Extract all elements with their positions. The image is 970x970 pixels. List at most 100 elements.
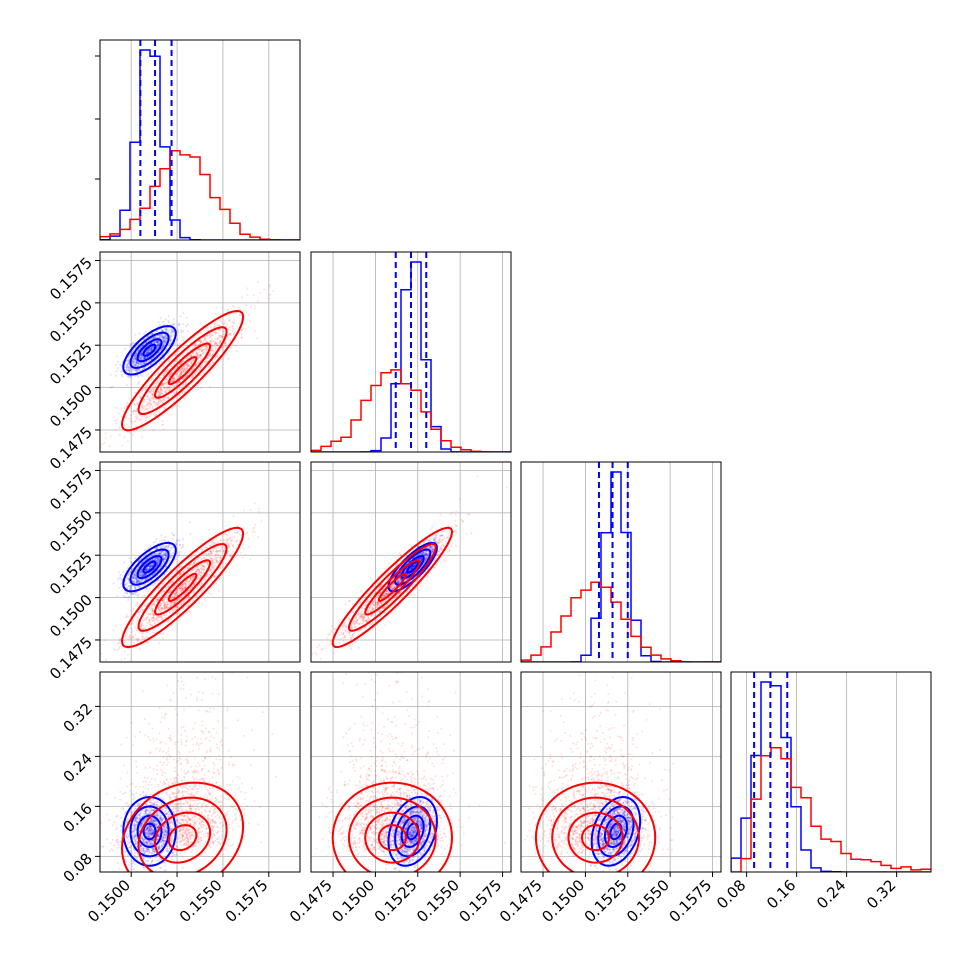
red-sample-point xyxy=(222,330,225,333)
red-sample-point xyxy=(228,333,231,336)
red-sample-point xyxy=(150,607,153,610)
blue-sample-point xyxy=(131,368,134,371)
red-sample-point xyxy=(218,589,220,592)
red-sample-point xyxy=(163,372,166,375)
red-sample-point xyxy=(200,548,203,551)
red-sample-point xyxy=(164,390,167,393)
red-sample-point xyxy=(225,325,228,328)
blue-sample-point xyxy=(151,342,154,345)
red-sample-point xyxy=(201,567,204,570)
blue-sample-point xyxy=(143,356,146,359)
red-sample-point xyxy=(200,570,203,572)
red-sample-point xyxy=(181,571,184,574)
red-sample-point xyxy=(186,387,189,390)
blue-sample-point xyxy=(146,351,149,354)
blue-sample-point xyxy=(158,351,161,354)
red-sample-point xyxy=(151,623,154,626)
red-sample-point xyxy=(178,358,181,361)
red-sample-point xyxy=(190,355,193,358)
red-sample-point xyxy=(153,622,156,625)
red-sample-point xyxy=(130,610,133,613)
blue-sample-point xyxy=(154,558,157,561)
blue-sample-point xyxy=(138,586,141,589)
blue-sample-point xyxy=(132,575,135,578)
red-sample-point xyxy=(176,591,179,594)
red-sample-point xyxy=(228,555,231,558)
blue-sample-point xyxy=(135,361,138,364)
red-sample-point xyxy=(209,550,212,553)
red-sample-point xyxy=(185,580,188,583)
red-sample-point xyxy=(152,390,155,393)
red-sample-point xyxy=(179,588,182,591)
red-sample-point xyxy=(198,571,201,574)
red-sample-point xyxy=(208,555,211,558)
red-sample-point xyxy=(157,417,160,420)
blue-sample-point xyxy=(158,335,161,338)
red-sample-point xyxy=(153,604,156,607)
red-sample-point xyxy=(167,592,170,594)
red-sample-point xyxy=(118,412,121,415)
blue-sample-point xyxy=(170,340,173,343)
blue-sample-point xyxy=(142,357,145,360)
panel-content xyxy=(100,462,300,662)
blue-sample-point xyxy=(130,352,133,355)
red-sample-point xyxy=(169,618,172,621)
red-sample-point xyxy=(230,554,233,557)
blue-sample-point xyxy=(133,357,136,360)
red-sample-point xyxy=(126,653,129,656)
red-sample-point xyxy=(160,592,163,595)
red-sample-point xyxy=(220,546,223,549)
red-sample-point xyxy=(147,383,150,386)
red-sample-point xyxy=(187,595,190,598)
red-sample-point xyxy=(124,635,127,637)
red-sample-point xyxy=(208,544,211,547)
red-sample-point xyxy=(162,601,165,604)
red-sample-point xyxy=(166,379,169,382)
red-sample-point xyxy=(202,569,205,572)
red-sample-point xyxy=(153,622,156,624)
red-sample-point xyxy=(232,333,235,336)
red-sample-point xyxy=(158,611,160,614)
red-sample-point xyxy=(162,599,165,601)
red-sample-point xyxy=(228,317,231,320)
red-sample-point xyxy=(208,386,211,388)
red-sample-point xyxy=(162,365,165,368)
red-sample-point xyxy=(219,549,222,552)
red-sample-point xyxy=(177,612,180,615)
blue-sample-point xyxy=(150,358,153,361)
red-sample-point xyxy=(192,354,195,357)
blue-sample-point xyxy=(163,552,166,555)
red-sample-point xyxy=(193,575,196,578)
red-sample-point xyxy=(180,373,183,376)
red-sample-point xyxy=(191,569,194,571)
red-sample-point xyxy=(246,294,249,296)
red-sample-point xyxy=(164,586,167,589)
blue-sample-point xyxy=(131,370,134,373)
red-sample-point xyxy=(178,374,181,377)
red-sample-point xyxy=(203,565,206,568)
red-sample-point xyxy=(114,428,117,431)
red-sample-point xyxy=(160,400,163,402)
red-sample-point xyxy=(192,568,195,571)
red-sample-point xyxy=(187,364,190,367)
red-sample-point xyxy=(199,354,202,357)
red-sample-point xyxy=(150,619,153,621)
blue-sample-point xyxy=(137,593,140,596)
blue-sample-point xyxy=(135,369,137,372)
red-sample-point xyxy=(151,394,154,397)
red-sample-point xyxy=(203,586,206,588)
red-sample-point xyxy=(153,373,156,376)
red-sample-point xyxy=(218,560,221,563)
red-sample-point xyxy=(183,364,186,367)
red-sample-point xyxy=(219,559,222,561)
red-sample-point xyxy=(209,569,212,572)
red-sample-point xyxy=(134,410,137,413)
blue-sample-point xyxy=(163,340,165,343)
red-sample-point xyxy=(175,391,178,394)
red-sample-point xyxy=(195,581,197,584)
blue-sample-point xyxy=(150,332,153,335)
red-sample-point xyxy=(229,332,232,335)
red-sample-point xyxy=(201,348,204,351)
red-sample-point xyxy=(177,370,180,373)
blue-sample-point xyxy=(126,364,129,366)
